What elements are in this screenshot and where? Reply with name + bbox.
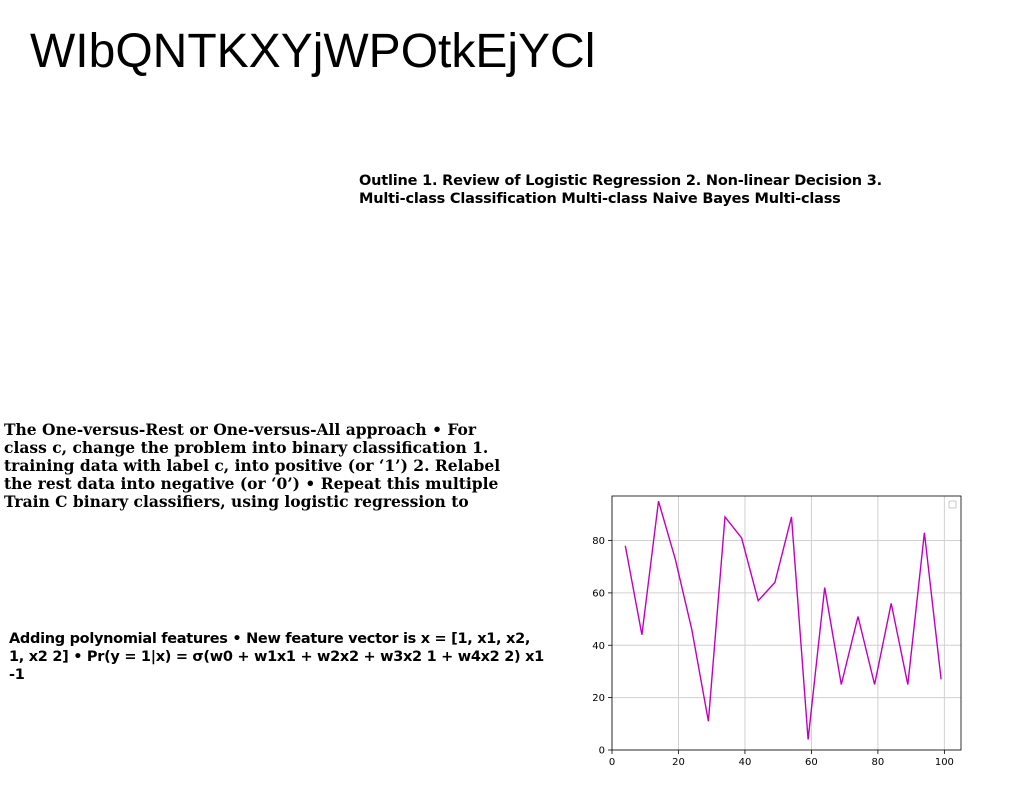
y-tick-label: 40: [592, 641, 605, 652]
x-tick-label: 40: [739, 757, 752, 768]
plot-frame: [611, 495, 962, 751]
x-tick-label: 80: [872, 757, 885, 768]
legend-box: [948, 500, 957, 509]
one-vs-rest-text: The One-versus-Rest or One-versus-All ap…: [4, 420, 501, 511]
x-tick-label: 20: [672, 757, 685, 768]
y-tick-label: 80: [592, 536, 605, 547]
series-line: [624, 501, 942, 740]
polynomial-features-text: Adding polynomial features • New feature…: [9, 631, 544, 683]
y-tick-label: 20: [592, 693, 605, 704]
slide-title: WIbQNTKXYjWPOtkEjYCl: [30, 25, 596, 78]
x-tick-label: 0: [609, 757, 615, 768]
outline-text: Outline 1. Review of Logistic Regression…: [359, 173, 882, 207]
y-tick-label: 0: [599, 746, 605, 757]
x-tick-label: 100: [935, 757, 954, 768]
line-chart-svg: 0 20 40 60 80 100 0 20 40 60 80: [592, 495, 962, 768]
x-tick-label: 60: [805, 757, 818, 768]
y-tick-label: 60: [592, 588, 605, 599]
line-chart: 0 20 40 60 80 100 0 20 40 60 80: [588, 488, 968, 772]
